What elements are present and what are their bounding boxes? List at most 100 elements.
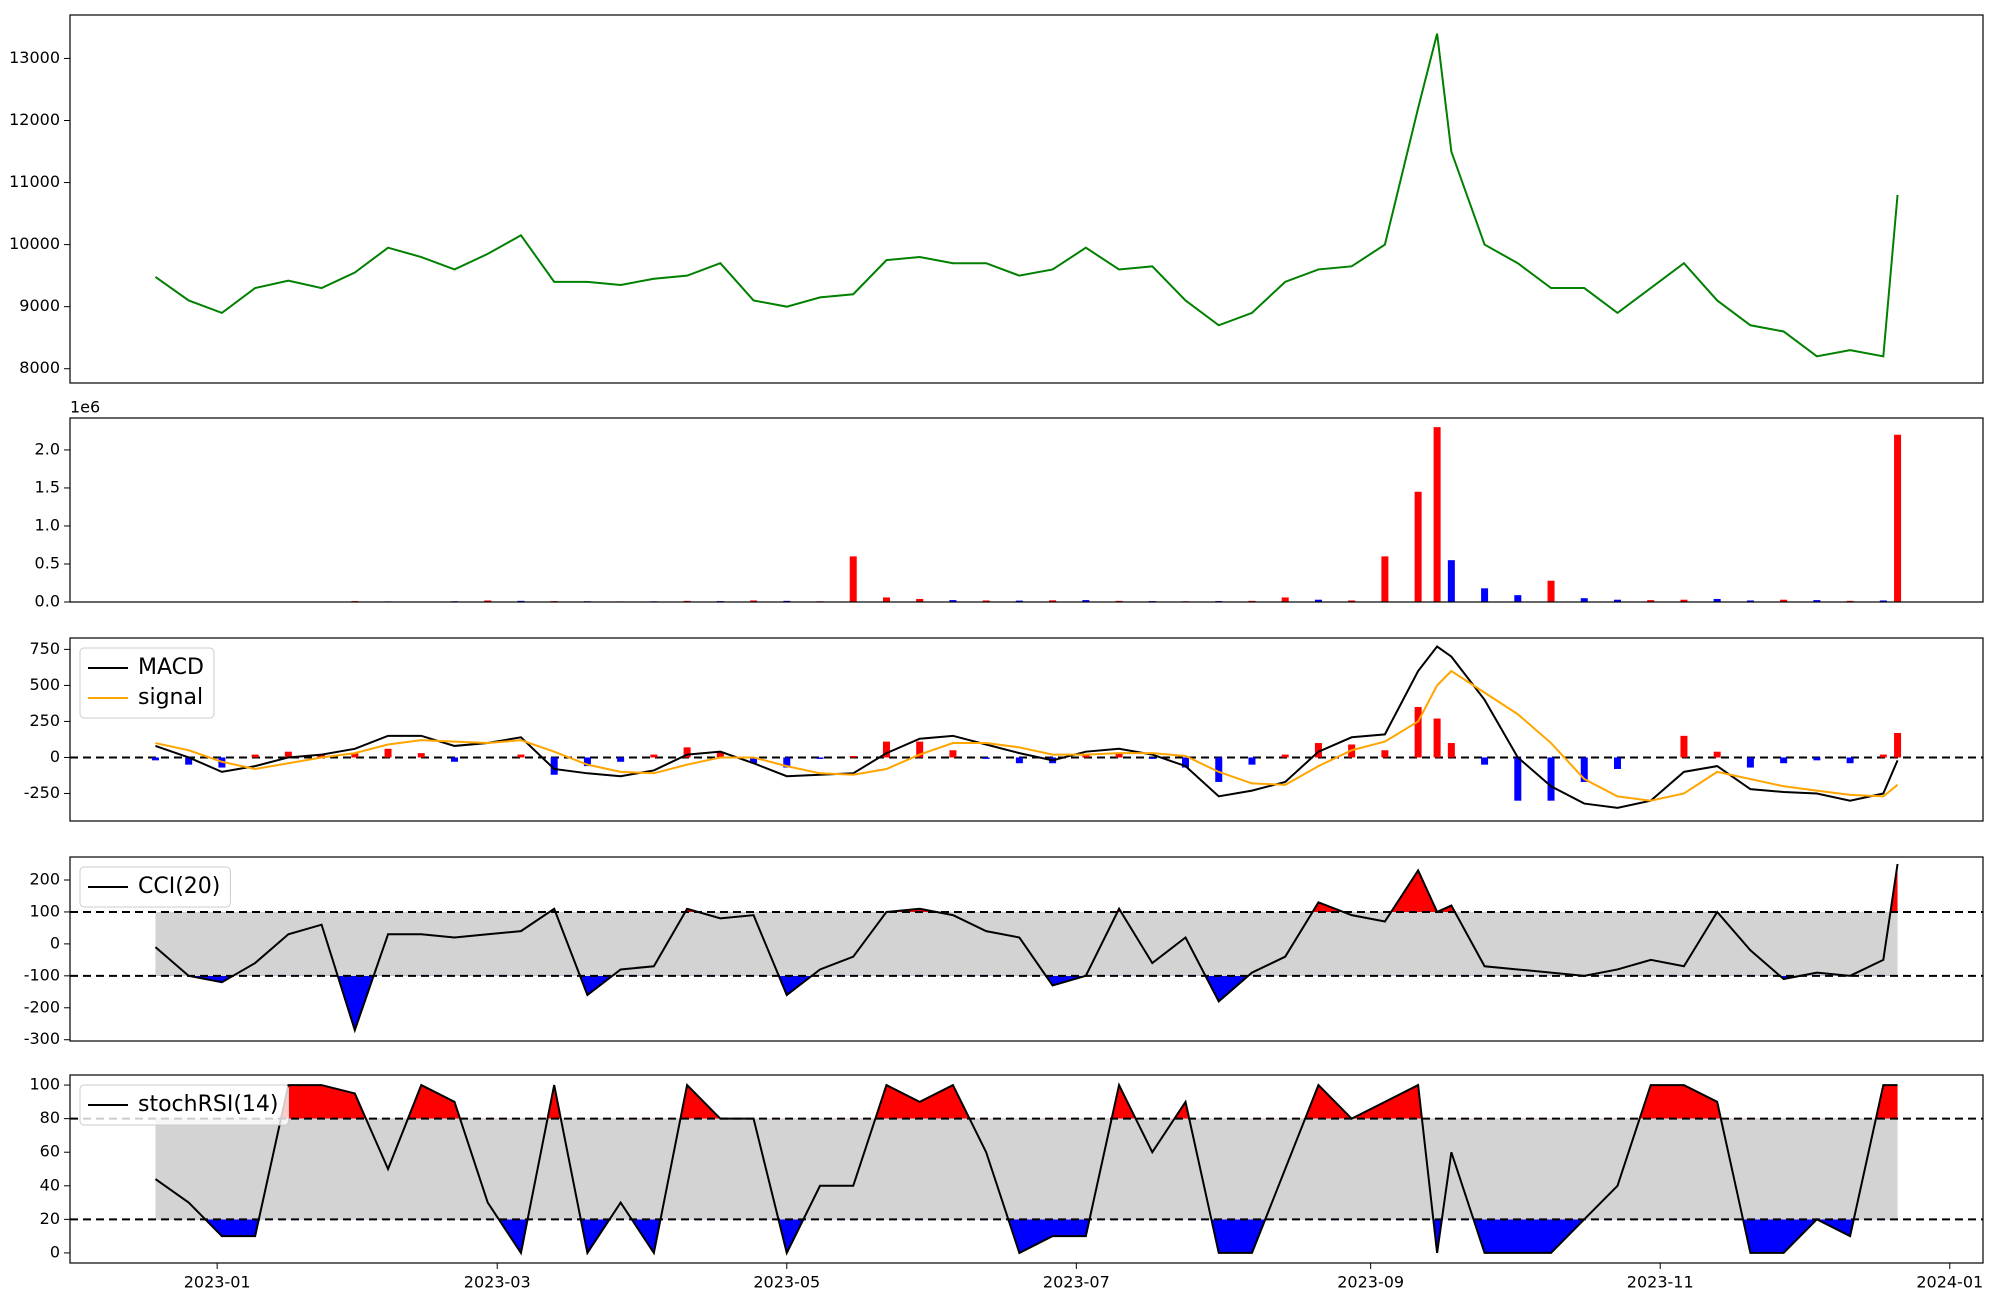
y-tick-label: 12000 [9, 110, 60, 129]
histogram-bar [1148, 757, 1156, 759]
x-tick-label: 2023-11 [1627, 1273, 1694, 1292]
volume-bar [1082, 600, 1090, 602]
y-tick-label: -250 [24, 783, 60, 802]
volume-bar [1447, 560, 1455, 602]
histogram-bar [351, 753, 359, 758]
overbought-fill [155, 1085, 1898, 1119]
legend: CCI(20) [79, 866, 231, 908]
plot-area [70, 1082, 1983, 1256]
volume-bar [849, 556, 857, 602]
histogram-bar [650, 754, 658, 758]
volume-bar [1879, 600, 1887, 602]
histogram-bar [450, 757, 458, 762]
y-tick-label: 0.0 [35, 592, 60, 611]
y-tick-label: 11000 [9, 172, 60, 191]
y-tick-label: 9000 [19, 296, 60, 315]
series-line [154, 863, 1899, 1034]
volume-bar [916, 598, 924, 602]
y-tick-label: 13000 [9, 48, 60, 67]
volume-bar [1281, 597, 1289, 602]
volume-bar [1780, 599, 1788, 602]
histogram-bar [949, 750, 957, 758]
volume-bar [1433, 427, 1441, 602]
histogram-bar [1746, 757, 1754, 768]
histogram-bar [1613, 757, 1621, 769]
volume-bar [484, 600, 492, 602]
histogram-bar [882, 741, 890, 758]
histogram-bar [1115, 753, 1123, 758]
panel: -300 -200 -100 0 100 200 CCI(20) [24, 856, 1984, 1048]
legend-label: CCI(20) [138, 874, 220, 899]
histogram-bar [617, 757, 625, 762]
volume-bar [1049, 600, 1057, 602]
y-tick-label: 100 [29, 901, 60, 920]
histogram-bar [982, 757, 990, 759]
volume-bar [1746, 600, 1754, 602]
volume-bar [1647, 600, 1655, 602]
y-tick-label: 0 [50, 1242, 60, 1261]
axes-frame [69, 417, 1984, 603]
y-tick-label: -300 [24, 1029, 60, 1048]
histogram-bar [550, 757, 558, 775]
legend-box [79, 1084, 289, 1126]
histogram-bar [1713, 751, 1721, 758]
histogram-bar [251, 754, 259, 758]
volume-bar [882, 597, 890, 602]
x-tick-label: 2023-01 [184, 1273, 251, 1292]
oversold-fill [155, 975, 1898, 1031]
histogram-bar [318, 754, 326, 758]
volume-bar [1713, 598, 1721, 602]
oversold-fill [155, 1219, 1898, 1253]
histogram-bar [683, 747, 691, 758]
y-tick-label: 0 [50, 933, 60, 952]
histogram-bar [1894, 732, 1902, 758]
histogram-bar [1514, 757, 1522, 801]
x-tick-label: 2023-07 [1043, 1273, 1110, 1292]
histogram-bar [1215, 757, 1223, 782]
volume-bar [949, 600, 957, 602]
histogram-bar [1433, 718, 1441, 758]
legend-label: stochRSI(14) [138, 1092, 279, 1117]
histogram-bar [1314, 743, 1322, 758]
volume-bar [982, 600, 990, 602]
y-tick-label: -100 [24, 965, 60, 984]
y-tick-label: -200 [24, 997, 60, 1016]
histogram-bar [1414, 707, 1422, 758]
histogram-bar [1381, 750, 1389, 758]
neutral-band [155, 1118, 1898, 1220]
legend-label: MACD [138, 655, 204, 680]
y-tick-label: 2.0 [35, 439, 60, 458]
histogram-bar [151, 757, 159, 761]
plot-area [151, 427, 1902, 602]
y-tick-label: 10000 [9, 234, 60, 253]
y-tick-label: 750 [29, 639, 60, 658]
volume-bar [1894, 434, 1902, 602]
axis-offset-label: 1e6 [70, 398, 100, 417]
volume-bar [1680, 599, 1688, 602]
legend-box [79, 866, 231, 908]
volume-bar [1348, 600, 1356, 602]
histogram-bar [1082, 754, 1090, 758]
series-line [155, 669, 1899, 802]
series-line [155, 645, 1899, 809]
x-tick-label: 2023-03 [464, 1273, 531, 1292]
volume-bar [1481, 588, 1489, 602]
y-tick-label: 0.5 [35, 553, 60, 572]
x-tick-label: 2023-09 [1337, 1273, 1404, 1292]
volume-bar [1381, 556, 1389, 602]
histogram-bar [1580, 757, 1588, 782]
volume-bar [1547, 580, 1555, 602]
y-tick-label: 100 [29, 1075, 60, 1094]
volume-bar [1514, 595, 1522, 602]
y-tick-label: 500 [29, 675, 60, 694]
histogram-bar [1248, 757, 1256, 765]
volume-bar [1580, 598, 1588, 602]
y-tick-label: 1.0 [35, 515, 60, 534]
y-tick-label: 200 [29, 870, 60, 889]
plot-area [70, 863, 1983, 1034]
y-tick-label: 20 [40, 1209, 60, 1228]
histogram-bar [916, 741, 924, 758]
volume-bar [1613, 599, 1621, 602]
histogram-bar [384, 748, 392, 758]
